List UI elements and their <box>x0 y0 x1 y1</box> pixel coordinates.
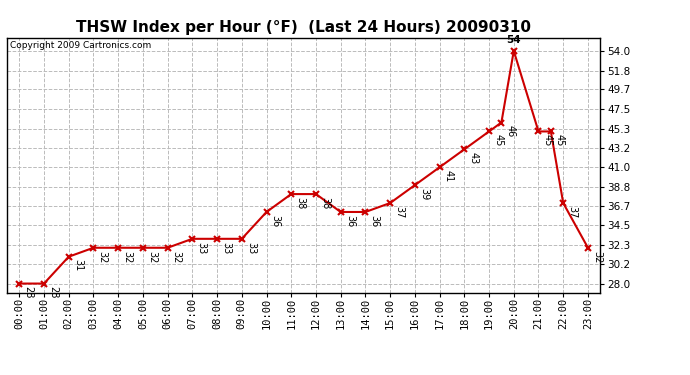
Text: 54: 54 <box>506 35 521 45</box>
Text: 43: 43 <box>469 152 478 164</box>
Text: 38: 38 <box>320 197 330 209</box>
Text: 33: 33 <box>197 242 206 254</box>
Text: 28: 28 <box>48 286 58 299</box>
Text: 32: 32 <box>147 251 157 263</box>
Text: 32: 32 <box>97 251 108 263</box>
Text: 36: 36 <box>270 215 281 227</box>
Text: 39: 39 <box>419 188 429 200</box>
Title: THSW Index per Hour (°F)  (Last 24 Hours) 20090310: THSW Index per Hour (°F) (Last 24 Hours)… <box>76 20 531 35</box>
Text: 41: 41 <box>444 170 454 182</box>
Text: 45: 45 <box>493 134 503 147</box>
Text: 32: 32 <box>122 251 132 263</box>
Text: 33: 33 <box>246 242 256 254</box>
Text: 31: 31 <box>73 260 83 272</box>
Text: 32: 32 <box>592 251 602 263</box>
Text: 37: 37 <box>394 206 404 218</box>
Text: 32: 32 <box>172 251 181 263</box>
Text: Copyright 2009 Cartronics.com: Copyright 2009 Cartronics.com <box>10 41 151 50</box>
Text: 36: 36 <box>370 215 380 227</box>
Text: 46: 46 <box>506 125 515 138</box>
Text: 33: 33 <box>221 242 231 254</box>
Text: 45: 45 <box>555 134 565 147</box>
Text: 37: 37 <box>567 206 578 218</box>
Text: 28: 28 <box>23 286 33 299</box>
Text: 38: 38 <box>295 197 306 209</box>
Text: 45: 45 <box>542 134 553 147</box>
Text: 36: 36 <box>345 215 355 227</box>
